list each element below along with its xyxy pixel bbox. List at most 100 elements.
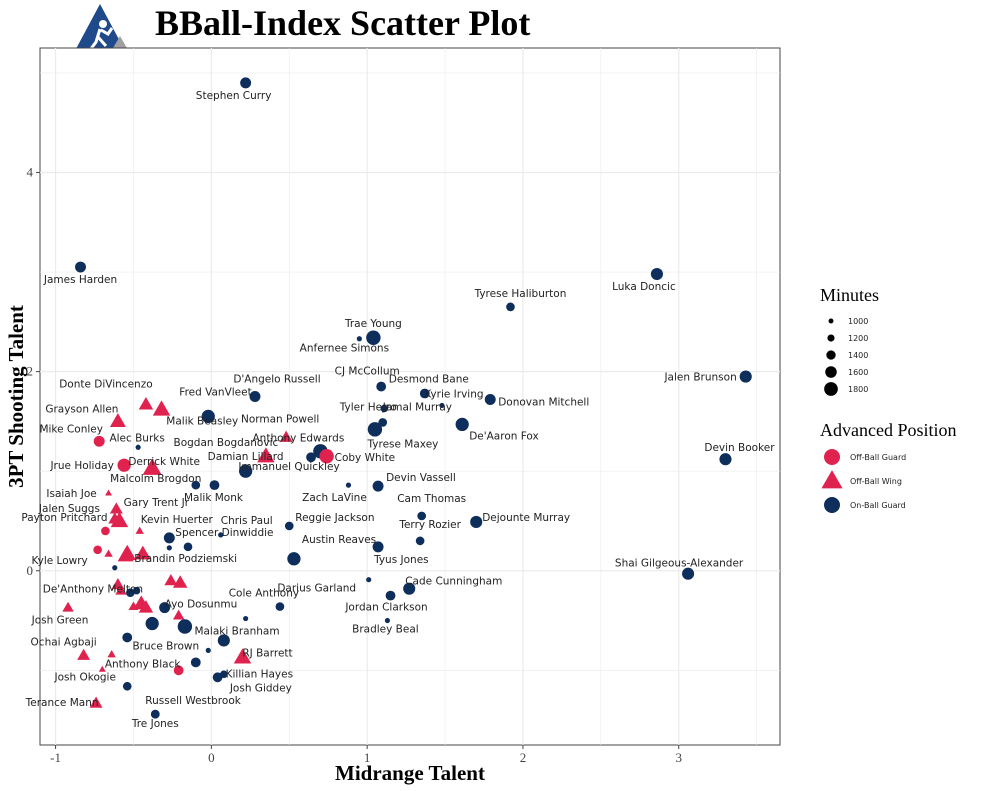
point-luka-doncic: [650, 267, 663, 281]
label-bogdan-bogdanovic: Bogdan Bogdanovic: [174, 437, 279, 449]
legend-minutes-label: 1200: [848, 334, 868, 343]
label-bradley-beal: Bradley Beal: [352, 624, 419, 636]
label-payton-pritchard: Payton Pritchard: [21, 512, 107, 524]
label-de-anthony-melton: De'Anthony Melton: [43, 584, 143, 596]
point-de-aaron-fox: [455, 417, 469, 432]
label-terry-rozier: Terry Rozier: [398, 519, 461, 531]
point-unlabeled-80: [183, 542, 193, 552]
point-derrick-white: [142, 458, 162, 475]
point-tyrese-maxey: [367, 422, 383, 437]
point-grayson-allen: [109, 413, 126, 427]
label-mike-conley: Mike Conley: [39, 423, 102, 435]
label-stephen-curry: Stephen Curry: [196, 90, 272, 102]
label-jamal-murray: Jamal Murray: [382, 401, 452, 413]
point-donte-divincenzo: [138, 396, 154, 410]
label-anthony-edwards: Anthony Edwards: [252, 432, 344, 444]
chart-title: BBall-Index Scatter Plot: [155, 3, 531, 43]
label-devin-booker: Devin Booker: [704, 442, 775, 454]
point-unlabeled-70: [122, 632, 133, 643]
point-cade-cunningham: [403, 582, 416, 595]
point-darius-garland: [366, 577, 372, 583]
legend-minutes-label: 1600: [848, 368, 868, 377]
point-ayo-dosunmu: [159, 602, 171, 614]
point-cam-thomas: [417, 511, 427, 521]
point-dejounte-murray: [470, 515, 483, 529]
point-payton-pritchard: [101, 526, 110, 536]
point-unlabeled-87: [172, 609, 185, 620]
label-shai-gilgeous-alexander: Shai Gilgeous-Alexander: [615, 558, 744, 570]
point-tyus-jones: [372, 541, 384, 553]
label-d-angelo-russell: D'Angelo Russell: [233, 374, 320, 386]
point-shai-gilgeous-alexander: [682, 567, 695, 580]
legend-minutes-label: 1800: [848, 385, 868, 394]
label-tyrese-haliburton: Tyrese Haliburton: [474, 288, 567, 300]
label-anfernee-simons: Anfernee Simons: [300, 343, 389, 355]
point-unlabeled-76: [132, 586, 141, 595]
label-josh-green: Josh Green: [31, 615, 89, 627]
point-unlabeled-93: [135, 526, 144, 534]
label-trae-young: Trae Young: [344, 318, 402, 330]
label-rj-barrett: RJ Barrett: [242, 647, 292, 659]
point-jordan-clarkson: [385, 590, 396, 601]
label-malik-beasley: Malik Beasley: [166, 415, 238, 427]
point-unlabeled-72: [177, 619, 193, 634]
point-unlabeled-89: [134, 545, 151, 560]
legend-position-marker: [824, 449, 840, 465]
point-immanuel-quickley: [306, 452, 316, 463]
label-austin-reaves: Austin Reaves: [302, 534, 376, 546]
label-jordan-clarkson: Jordan Clarkson: [344, 602, 427, 614]
label-isaiah-joe: Isaiah Joe: [46, 488, 96, 500]
point-austin-reaves: [287, 552, 301, 566]
plot-panel: [39, 47, 781, 746]
label-grayson-allen: Grayson Allen: [45, 403, 118, 415]
label-cole-anthony: Cole Anthony: [229, 588, 299, 600]
label-darius-garland: Darius Garland: [277, 583, 356, 595]
point-terance-mann: [89, 696, 103, 708]
label-donte-divincenzo: Donte DiVincenzo: [59, 378, 152, 390]
label-tre-jones: Tre Jones: [131, 718, 179, 730]
label-cam-thomas: Cam Thomas: [397, 493, 466, 505]
label-terance-mann: Terance Mann: [25, 697, 99, 709]
point-jalen-brunson: [739, 370, 752, 383]
legend-minutes-dot: [825, 366, 837, 378]
label-immanuel-quickley: Immanuel Quickley: [238, 461, 339, 473]
label-russell-westbrook: Russell Westbrook: [145, 695, 241, 707]
x-tick-label: 0: [208, 750, 215, 765]
label-derrick-white: Derrick White: [128, 456, 200, 468]
point-bradley-beal: [384, 617, 391, 624]
label-de-aaron-fox: De'Aaron Fox: [469, 430, 539, 442]
logo-player-body: [88, 27, 114, 51]
label-james-harden: James Harden: [43, 274, 117, 286]
legend: Minutes Advanced Position 1000 1200 1400 16…: [820, 285, 957, 513]
label-jalen-brunson: Jalen Brunson: [663, 372, 736, 384]
label-malaki-branham: Malaki Branham: [194, 626, 279, 638]
point-cj-mccollum: [376, 381, 387, 392]
point-unlabeled-91: [107, 650, 116, 658]
point-unlabeled-92: [98, 665, 106, 672]
legend-position-label: Off-Ball Wing: [850, 477, 902, 486]
label-jalen-suggs: Jalen Suggs: [38, 503, 100, 515]
x-tick-label: 2: [520, 750, 527, 765]
label-killian-hayes: Killian Hayes: [226, 668, 293, 680]
label-ochai-agbaji: Ochai Agbaji: [31, 636, 97, 648]
point-terry-rozier: [415, 536, 425, 546]
point-stephen-curry: [240, 77, 252, 89]
point-d-angelo-russell: [249, 391, 261, 402]
point-kevin-huerter: [108, 512, 122, 524]
legend-position-title: Advanced Position: [820, 420, 957, 440]
point-bogdan-bogdanovic: [257, 447, 275, 463]
label-fred-vanvleet: Fred VanVleet: [179, 386, 251, 398]
point-josh-green: [62, 601, 74, 612]
label-alec-burks: Alec Burks: [109, 432, 164, 444]
data-points: [62, 77, 752, 719]
label-spencer-dinwiddie: Spencer Dinwiddie: [175, 527, 273, 539]
label-damian-lillard: Damian Lillard: [208, 451, 284, 463]
point-unlabeled-73: [217, 634, 230, 647]
point-mike-conley: [93, 435, 105, 447]
point-unlabeled-77: [126, 588, 135, 597]
label-chris-paul: Chris Paul: [221, 515, 273, 527]
point-kyrie-irving: [439, 402, 445, 409]
point-unlabeled-79: [166, 545, 172, 551]
point-unlabeled-88: [117, 547, 134, 562]
label-donovan-mitchell: Donovan Mitchell: [498, 396, 589, 408]
